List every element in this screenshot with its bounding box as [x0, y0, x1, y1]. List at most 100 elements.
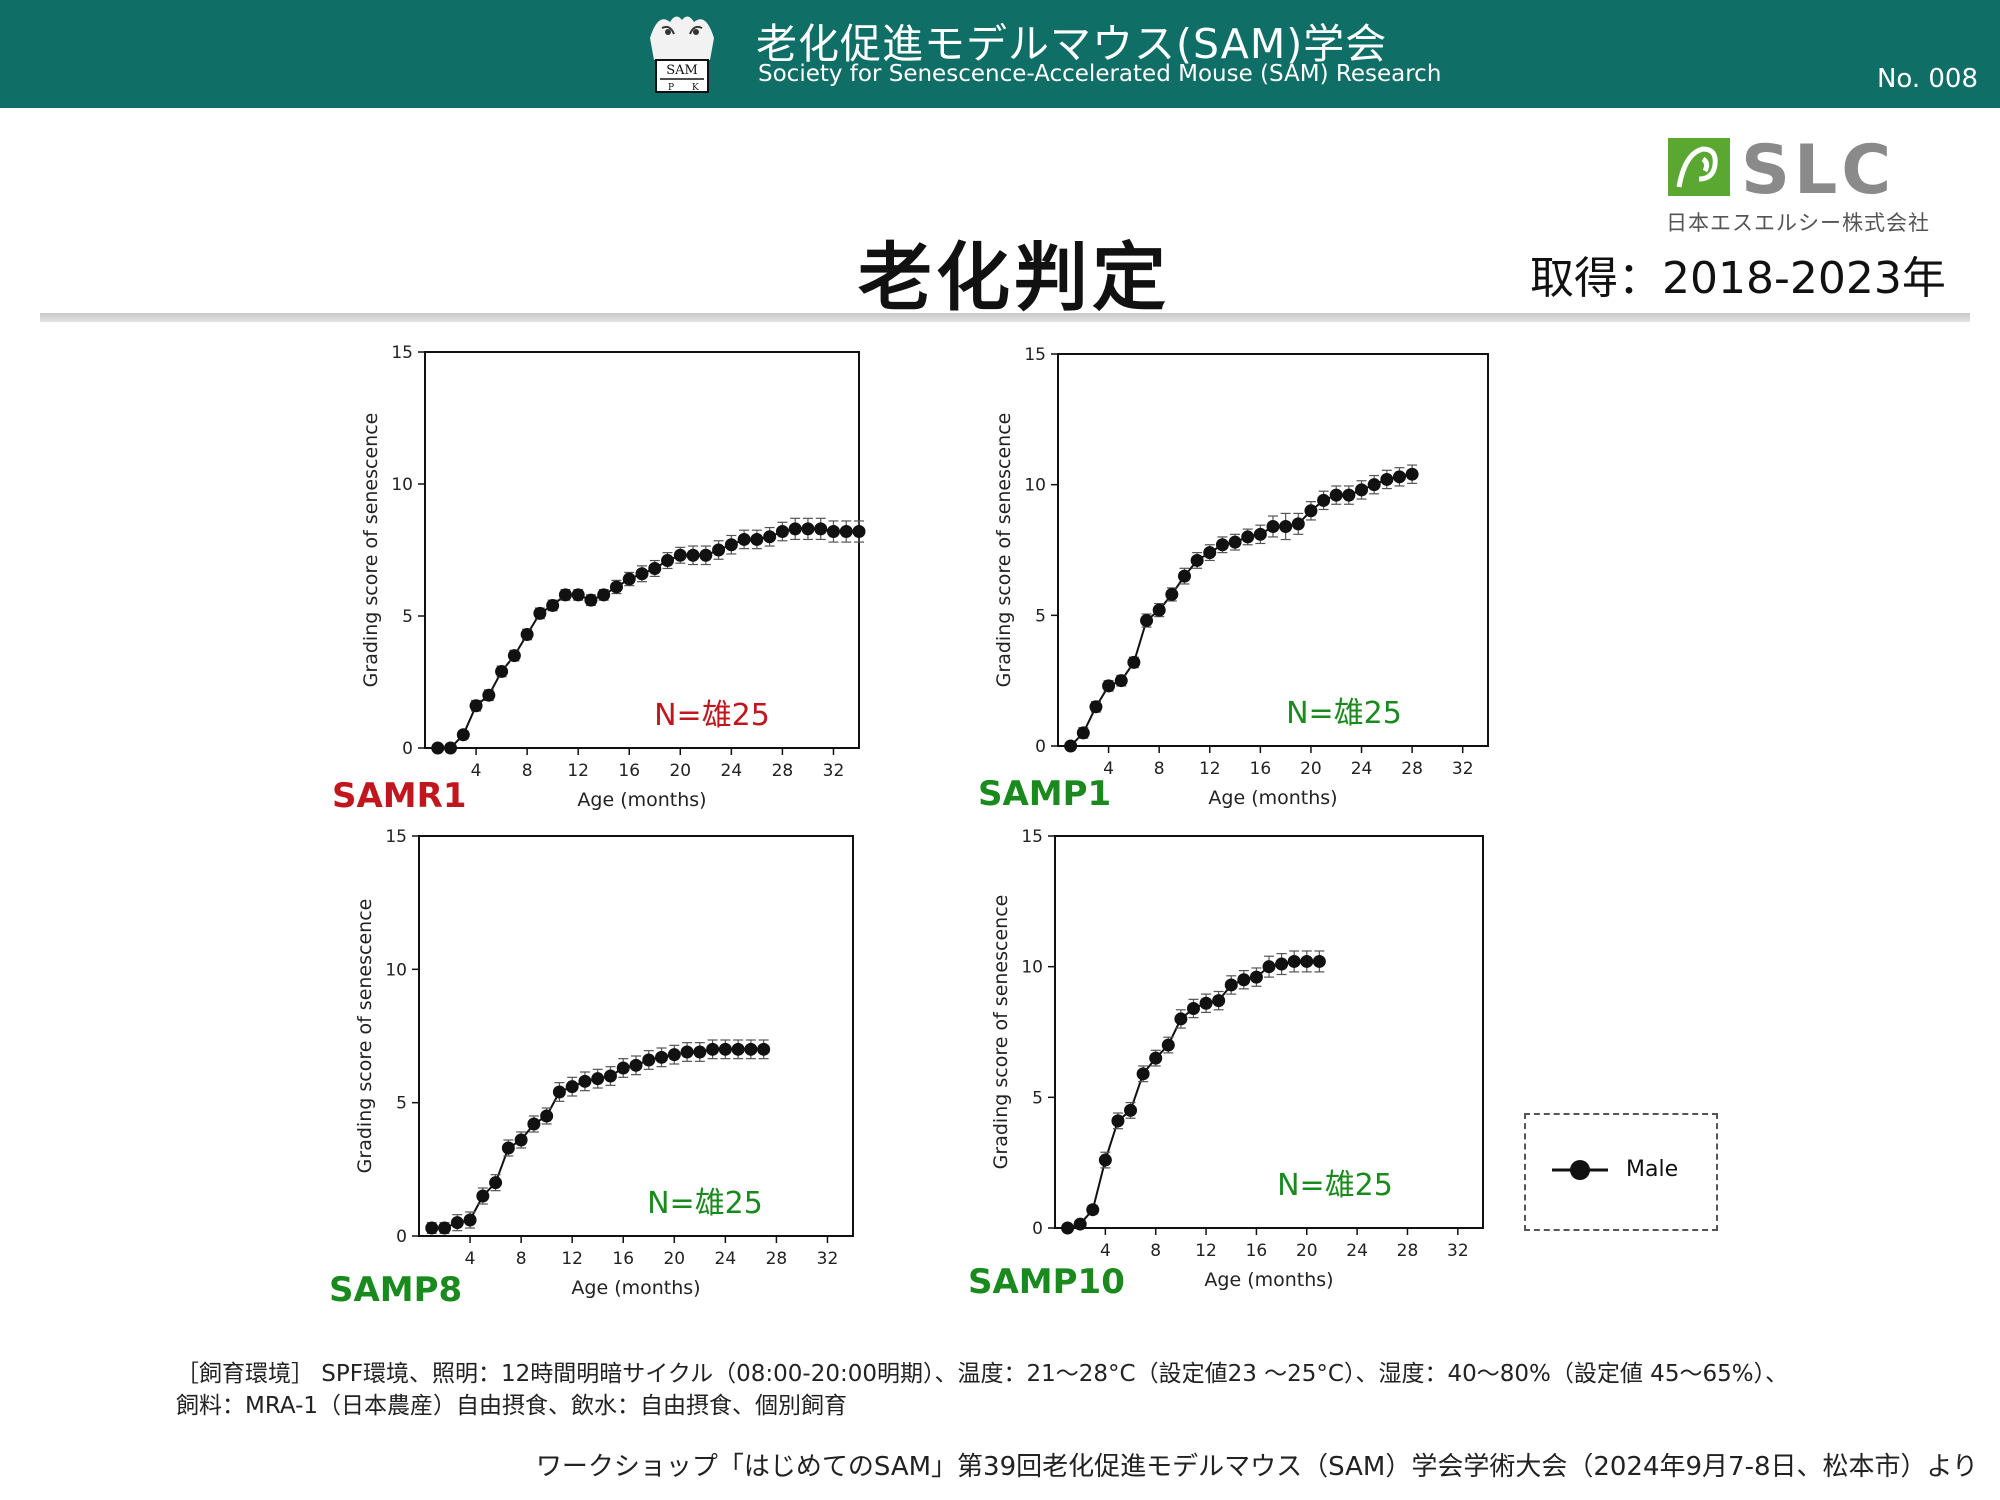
x-axis-label: Age (months): [1204, 1269, 1333, 1291]
x-tick-label: 20: [663, 1249, 685, 1269]
strain-label-samp10: SAMP10: [968, 1262, 1125, 1302]
y-axis-label: Grading score of senescence: [354, 899, 376, 1174]
data-point: [1249, 970, 1263, 984]
data-point: [1127, 655, 1141, 669]
x-tick-label: 16: [612, 1249, 634, 1269]
data-point: [1152, 603, 1166, 617]
data-point: [597, 588, 611, 602]
data-point: [1199, 996, 1213, 1010]
data-point: [839, 525, 853, 539]
x-tick-label: 24: [1351, 759, 1373, 779]
y-tick-label: 15: [1021, 827, 1043, 847]
data-point: [1380, 472, 1394, 486]
legend-label-male: Male: [1626, 1157, 1679, 1182]
y-axis-label: Grading score of senescence: [990, 895, 1012, 1170]
society-name-jp: 老化促進モデルマウス(SAM)学会: [756, 20, 1388, 68]
y-tick-label: 0: [1032, 1219, 1043, 1239]
data-point: [667, 1048, 681, 1062]
sample-size-label: N=雄25: [1286, 696, 1402, 731]
y-tick-label: 0: [1035, 737, 1046, 757]
data-point: [1224, 978, 1238, 992]
data-point: [788, 522, 802, 536]
plot-frame: [418, 835, 854, 1237]
slc-company-logo: SLC: [1668, 135, 1895, 210]
data-point: [763, 530, 777, 544]
chart-legend: Male: [1524, 1113, 1718, 1231]
y-tick-label: 15: [385, 827, 407, 847]
logo-letter-k: K: [692, 83, 699, 93]
data-point: [1186, 1001, 1200, 1015]
x-tick-label: 24: [1346, 1241, 1368, 1261]
strain-label-samp1: SAMP1: [978, 774, 1112, 814]
x-tick-label: 20: [1296, 1241, 1318, 1261]
strain-label-samr1: SAMR1: [332, 776, 467, 816]
data-point: [635, 567, 649, 581]
x-tick-label: 24: [715, 1249, 737, 1269]
data-point: [1355, 483, 1369, 497]
data-point: [629, 1058, 643, 1072]
y-tick-label: 5: [396, 1094, 407, 1114]
plot-frame: [1054, 835, 1484, 1229]
y-axis-label: Grading score of senescence: [993, 413, 1015, 688]
data-point: [1102, 679, 1116, 693]
data-point: [826, 525, 840, 539]
x-tick-label: 28: [1401, 759, 1423, 779]
x-tick-label: 8: [516, 1249, 527, 1269]
data-point: [750, 532, 764, 546]
series-line: [437, 527, 859, 749]
data-point: [724, 538, 738, 552]
data-point: [1342, 488, 1356, 502]
page-title: 老化判定: [858, 235, 1170, 321]
data-point: [476, 1189, 490, 1203]
y-tick-label: 5: [1032, 1088, 1043, 1108]
data-point: [706, 1042, 720, 1056]
x-tick-label: 28: [1397, 1241, 1419, 1261]
data-point: [546, 598, 560, 612]
data-point: [852, 525, 866, 539]
data-point: [1287, 954, 1301, 968]
data-point: [1392, 470, 1406, 484]
data-point: [578, 1074, 592, 1088]
y-tick-label: 5: [402, 607, 413, 627]
data-point: [1203, 546, 1217, 560]
society-name-en: Society for Senescence-Accelerated Mouse…: [758, 61, 1442, 87]
logo-text: SAM: [666, 63, 698, 78]
slc-logo-text: SLC: [1741, 135, 1895, 210]
x-tick-label: 20: [1300, 759, 1322, 779]
y-axis-label: Grading score of senescence: [360, 413, 382, 688]
acquisition-period: 取得：2018-2023年: [1530, 253, 1946, 304]
data-point: [1076, 726, 1090, 740]
data-point: [571, 588, 585, 602]
plot-frame: [424, 351, 860, 749]
data-point: [737, 532, 751, 546]
x-tick-label: 16: [618, 761, 640, 781]
data-point: [757, 1042, 771, 1056]
data-point: [699, 548, 713, 562]
y-tick-label: 15: [391, 343, 413, 363]
chart-samr1: 0 5 10 15 4 8 12 16 20 24 28 32 Age (months) Grading …: [340, 340, 879, 823]
x-tick-label: 4: [471, 761, 482, 781]
data-point: [1253, 527, 1267, 541]
data-point: [1124, 1103, 1138, 1117]
data-point: [1136, 1067, 1150, 1081]
data-point: [1367, 478, 1381, 492]
data-point: [501, 1141, 515, 1155]
x-tick-label: 8: [1150, 1241, 1161, 1261]
y-tick-label: 15: [1024, 345, 1046, 365]
data-point: [591, 1072, 605, 1086]
sample-size-label: N=雄25: [647, 1186, 763, 1221]
data-point: [673, 548, 687, 562]
data-point: [642, 1053, 656, 1067]
x-tick-label: 12: [1199, 759, 1221, 779]
data-point: [1300, 954, 1314, 968]
data-point: [1317, 493, 1331, 507]
x-axis-label: Age (months): [577, 789, 706, 811]
data-point: [1304, 504, 1318, 518]
x-tick-label: 12: [1195, 1241, 1217, 1261]
chart-samp8: 0 5 10 15 4 8 12 16 20 24 28 32 Age (months) Grading …: [336, 824, 873, 1311]
document-number: No. 008: [1876, 64, 1978, 94]
x-tick-label: 12: [561, 1249, 583, 1269]
x-tick-label: 32: [817, 1249, 839, 1269]
data-point: [1064, 739, 1078, 753]
data-point: [1312, 954, 1326, 968]
